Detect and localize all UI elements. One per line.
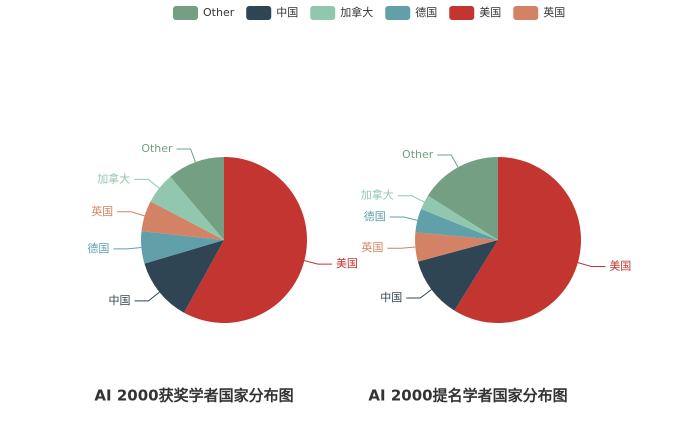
label-line [437,154,459,168]
pie-slice [421,195,498,240]
slice-label: 加拿大 [97,171,130,185]
pie-slice [415,208,498,240]
pie-slice [184,157,307,323]
slice-label: 加拿大 [361,188,394,202]
pie-slice [417,240,498,311]
pie-slice [140,231,224,264]
slice-label: 德国 [364,209,386,223]
label-line [406,289,432,299]
legend-label: Other [203,6,235,19]
label-line [387,246,416,249]
slice-label: Other [402,148,434,161]
chart-title: AI 2000获奖学者国家分布图 [94,387,293,405]
slice-label: 美国 [336,257,358,270]
label-line [397,195,425,203]
legend-swatch [513,6,539,20]
label-line [134,178,160,189]
label-line [113,247,142,250]
legend-swatch [385,6,411,20]
pie-slice [427,157,498,240]
label-line [304,260,332,265]
slice-label: 中国 [380,291,402,304]
legend-label: 美国 [479,6,501,19]
label-line [134,291,160,302]
legend-label: 加拿大 [340,5,373,19]
legend-label: 德国 [415,5,437,19]
slice-label: 德国 [87,241,109,255]
pie-slice [141,201,224,240]
pie-slice [170,157,224,240]
slice-label: 英国 [361,240,383,254]
chart-title: AI 2000提名学者国家分布图 [368,387,567,405]
legend-label: 英国 [543,5,565,19]
pie-slice [415,232,498,262]
pie-slice [150,176,224,240]
legend-label: 中国 [276,6,298,19]
label-line [577,262,606,267]
label-line [117,211,145,217]
pie-slice [144,240,224,313]
slice-label: 美国 [609,259,631,272]
slice-label: Other [141,142,173,155]
legend-swatch [173,6,198,20]
legend-swatch [246,6,272,20]
slice-label: 英国 [91,204,113,218]
legend-swatch [310,6,336,20]
label-line [176,148,196,163]
slice-label: 中国 [108,294,130,307]
legend-swatch [449,6,475,20]
label-line [389,216,418,221]
pie-slice [454,157,581,323]
